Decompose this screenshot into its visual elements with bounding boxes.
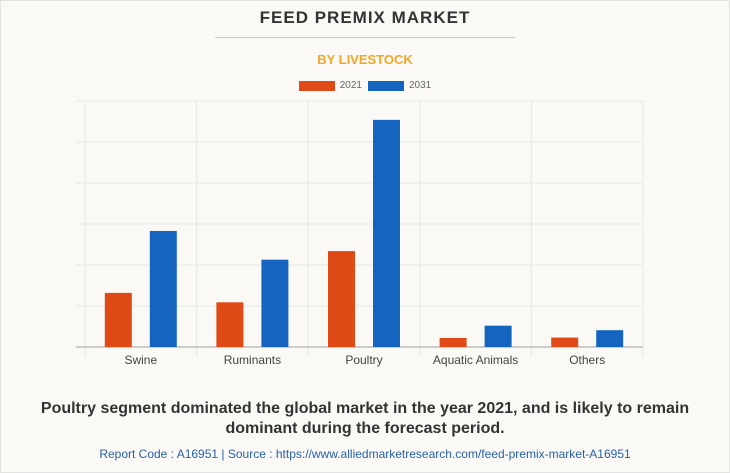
bar-others-2031[interactable] xyxy=(596,330,624,347)
x-tick-label: Swine xyxy=(124,353,157,367)
bar-poultry-2031[interactable] xyxy=(373,119,400,347)
chart-caption: Poultry segment dominated the global mar… xyxy=(40,400,690,437)
bar-poultry-2021[interactable] xyxy=(328,251,355,347)
legend-label-2031: 2031 xyxy=(409,80,432,91)
chart-subtitle: BY LIVESTOCK xyxy=(317,52,413,67)
x-axis-labels: Swine Ruminants Poultry Aquatic Animals Othe… xyxy=(124,353,605,367)
bar-chart: Swine Ruminants Poultry Aquatic Animals Othe… xyxy=(76,100,644,367)
legend-swatch-2031 xyxy=(368,80,404,91)
x-tick-label: Others xyxy=(569,353,605,367)
bar-aquatic-animals-2021[interactable] xyxy=(439,337,467,347)
bar-swine-2021[interactable] xyxy=(104,292,132,347)
x-tick-label: Poultry xyxy=(345,353,382,367)
legend-swatch-2021 xyxy=(298,80,335,91)
bar-ruminants-2031[interactable] xyxy=(261,259,289,347)
bar-swine-2031[interactable] xyxy=(149,230,177,347)
bar-others-2021[interactable] xyxy=(551,337,579,347)
x-tick-label: Ruminants xyxy=(224,353,281,367)
title-divider xyxy=(215,37,515,38)
bar-ruminants-2021[interactable] xyxy=(216,302,244,347)
legend-item-2031[interactable]: 2031 xyxy=(368,80,431,91)
chart-title: FEED PREMIX MARKET xyxy=(259,8,471,27)
legend: 2021 2031 xyxy=(0,80,730,91)
bars xyxy=(104,119,624,347)
legend-item-2021[interactable]: 2021 xyxy=(298,80,362,91)
bar-aquatic-animals-2031[interactable] xyxy=(484,325,512,347)
source-line[interactable]: Report Code : A16951 | Source : https://… xyxy=(99,447,631,461)
legend-label-2021: 2021 xyxy=(339,80,362,91)
x-tick-label: Aquatic Animals xyxy=(433,353,518,367)
